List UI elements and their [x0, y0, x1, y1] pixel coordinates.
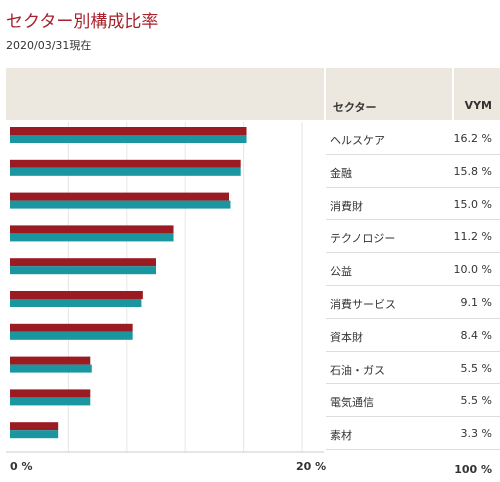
bar-series-2: [10, 364, 92, 373]
bar-series-2: [10, 397, 91, 406]
sector-value: 3.3 %: [460, 427, 492, 441]
sector-value: 8.4 %: [460, 328, 492, 342]
x-tick-label: 20 %: [296, 460, 327, 473]
bar-series-1: [10, 291, 143, 299]
bar-series-2: [10, 430, 59, 439]
sector-value: 5.5 %: [460, 361, 492, 375]
bar-series-2: [10, 299, 142, 307]
bar-series-1: [10, 192, 229, 201]
sector-name: 素材: [330, 429, 352, 443]
chart-header-band: [6, 68, 324, 120]
row-divider: [326, 186, 500, 188]
bar-series-1: [10, 127, 247, 135]
row-divider: [326, 252, 500, 254]
row-divider: [326, 153, 500, 155]
bar-series-2: [10, 266, 156, 275]
bar-series-1: [10, 159, 241, 168]
row-divider: [326, 285, 500, 286]
sector-name: 消費財: [330, 199, 363, 213]
bar-series-2: [10, 167, 241, 176]
row-divider: [326, 350, 500, 352]
as-of-date: 2020/03/31現在: [6, 39, 92, 52]
sector-name: ヘルスケア: [330, 134, 385, 147]
chart-title: セクター別構成比率: [6, 12, 159, 32]
sector-column-header: セクター: [333, 101, 377, 114]
x-tick-label: 0 %: [10, 460, 33, 473]
row-divider: [326, 416, 500, 418]
bar-series-1: [10, 225, 174, 234]
bar-series-2: [10, 135, 247, 143]
row-divider: [326, 219, 500, 221]
row-divider: [326, 317, 500, 319]
row-divider: [326, 383, 500, 385]
sector-name: 石油・ガス: [330, 363, 385, 377]
sector-header-band: [326, 68, 452, 120]
sector-value: 15.0 %: [453, 197, 492, 211]
row-divider: [326, 449, 500, 450]
sector-name: テクノロジー: [330, 232, 396, 246]
fund-column-header: VYM: [464, 99, 492, 112]
sector-value: 11.2 %: [453, 230, 492, 244]
bar-series-1: [10, 389, 91, 398]
bar-series-2: [10, 233, 174, 242]
bar-series-1: [10, 323, 133, 332]
sector-value: 16.2 %: [453, 132, 492, 145]
fund-header-band: [454, 68, 500, 120]
sector-value: 5.5 %: [460, 394, 492, 408]
sector-name: 資本財: [330, 330, 363, 344]
bar-series-2: [10, 331, 133, 340]
bar-series-1: [10, 356, 91, 365]
bar-series-1: [10, 422, 59, 431]
sector-value: 10.0 %: [453, 263, 492, 277]
sector-name: 公益: [330, 265, 352, 279]
sector-value: 9.1 %: [460, 296, 492, 309]
sector-name: 消費サービス: [330, 298, 396, 311]
bar-series-2: [10, 200, 231, 209]
sector-name: 電気通信: [330, 396, 374, 410]
sector-name: 金融: [330, 166, 352, 180]
total-value: 100 %: [454, 463, 492, 476]
bar-series-1: [10, 258, 156, 267]
sector-value: 15.8 %: [453, 164, 492, 178]
